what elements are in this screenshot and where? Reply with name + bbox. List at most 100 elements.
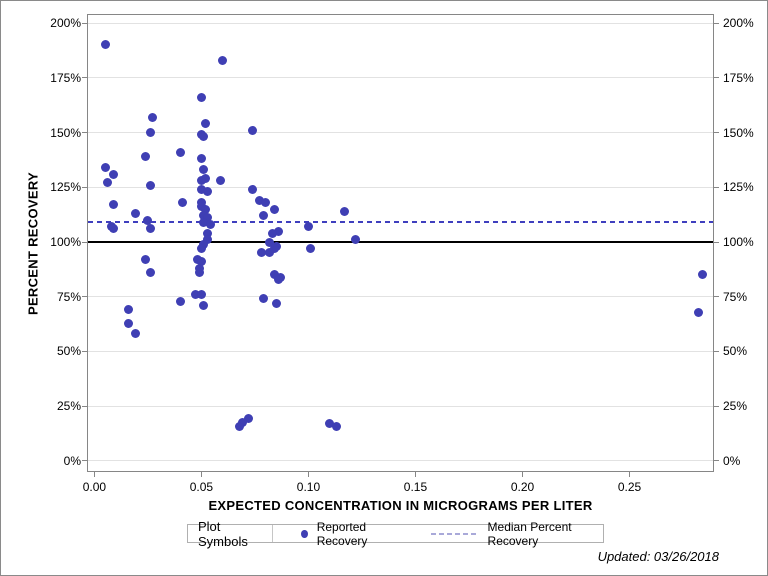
- y-tick-label-right: 125%: [723, 180, 754, 195]
- y-tick-mark-left: [82, 460, 88, 462]
- y-tick-label-right: 50%: [723, 344, 748, 359]
- data-point: [340, 206, 350, 216]
- data-point: [145, 128, 155, 138]
- y-axis-title: PERCENT RECOVERY: [25, 172, 41, 316]
- data-point: [196, 154, 206, 164]
- data-point: [203, 235, 213, 245]
- data-point: [235, 422, 245, 432]
- filled-circle-marker-icon: [301, 529, 308, 538]
- y-tick-mark-right: [713, 77, 719, 79]
- y-gridline: [88, 350, 713, 352]
- x-tick-mark: [93, 471, 95, 477]
- data-point: [259, 294, 268, 304]
- y-tick-label-right: 75%: [723, 289, 748, 304]
- y-tick-label-right: 150%: [723, 125, 754, 140]
- y-tick-mark-right: [713, 241, 719, 243]
- y-tick-label-left: 25%: [56, 399, 81, 414]
- data-point: [697, 270, 707, 280]
- y-tick-label-left: 200%: [50, 16, 81, 31]
- y-tick-mark-right: [713, 296, 719, 298]
- data-point: [693, 307, 703, 317]
- legend-item-median-percent-recovery: Median Percent Recovery: [430, 520, 603, 548]
- data-point: [331, 422, 341, 432]
- data-point: [218, 55, 228, 65]
- data-point: [175, 296, 185, 306]
- y-tick-label-left: 150%: [50, 125, 81, 140]
- data-point: [256, 248, 266, 258]
- data-point: [147, 112, 157, 122]
- y-tick-label-left: 175%: [50, 70, 81, 85]
- y-tick-label-left: 50%: [56, 344, 81, 359]
- data-point: [199, 165, 209, 175]
- data-point: [269, 270, 279, 280]
- x-tick-label: 0.00: [82, 480, 107, 494]
- data-point: [351, 235, 361, 245]
- y-tick-label-right: 100%: [723, 235, 754, 249]
- data-point: [196, 176, 206, 186]
- data-point: [175, 147, 185, 157]
- x-tick-mark: [629, 471, 631, 477]
- y-gridline: [88, 132, 713, 134]
- data-point: [244, 413, 254, 423]
- legend: Plot Symbols Reported Recovery Median Pe…: [187, 519, 604, 549]
- data-point: [269, 244, 279, 254]
- data-point: [271, 298, 281, 308]
- data-point: [273, 226, 283, 236]
- y-tick-mark-right: [713, 460, 719, 462]
- y-tick-label-left: 75%: [56, 289, 81, 304]
- data-point: [194, 268, 204, 278]
- y-tick-label-right: 25%: [723, 399, 748, 414]
- y-tick-mark-left: [82, 22, 88, 24]
- data-point: [199, 132, 209, 142]
- y-tick-label-right: 0%: [723, 453, 741, 468]
- data-point: [265, 237, 275, 247]
- data-point: [201, 119, 211, 129]
- data-point: [273, 274, 283, 284]
- data-point: [265, 248, 275, 258]
- data-point: [145, 180, 155, 190]
- y-tick-label-left: 100%: [50, 235, 81, 249]
- data-point: [203, 187, 213, 197]
- y-tick-mark-left: [82, 350, 88, 352]
- x-tick-label: 0.05: [189, 480, 214, 494]
- data-point: [145, 224, 155, 234]
- x-tick-mark: [307, 471, 309, 477]
- plot-frame: [87, 14, 714, 472]
- data-point: [201, 204, 211, 214]
- y-tick-mark-right: [713, 186, 719, 188]
- y-gridline: [88, 77, 713, 79]
- data-point: [269, 204, 279, 214]
- data-point: [196, 290, 206, 300]
- legend-item-label: Reported Recovery: [316, 519, 368, 548]
- y-tick-mark-right: [713, 132, 719, 134]
- data-point: [109, 200, 119, 210]
- data-point: [216, 176, 226, 186]
- data-point: [267, 228, 277, 238]
- y-gridline: [88, 460, 713, 462]
- data-point: [196, 257, 206, 267]
- data-point: [124, 318, 134, 328]
- data-point: [248, 184, 258, 194]
- data-point: [145, 268, 155, 278]
- data-point: [130, 329, 140, 339]
- y-tick-mark-left: [82, 241, 88, 243]
- y-tick-label-left: 125%: [50, 180, 81, 195]
- y-tick-mark-right: [713, 350, 719, 352]
- y-tick-mark-left: [82, 296, 88, 298]
- y-tick-mark-left: [82, 77, 88, 79]
- data-point: [124, 305, 134, 315]
- y-tick-label-right: 200%: [723, 16, 754, 31]
- x-tick-mark: [414, 471, 416, 477]
- data-point: [141, 255, 151, 265]
- y-gridline: [88, 186, 713, 188]
- y-tick-mark-right: [713, 22, 719, 24]
- y-tick-mark-left: [82, 132, 88, 134]
- data-point: [196, 244, 206, 254]
- y-tick-mark-left: [82, 405, 88, 407]
- data-point: [190, 290, 200, 300]
- dashed-line-marker-icon: [430, 532, 478, 535]
- legend-title: Plot Symbols: [188, 519, 274, 549]
- data-point: [141, 152, 151, 162]
